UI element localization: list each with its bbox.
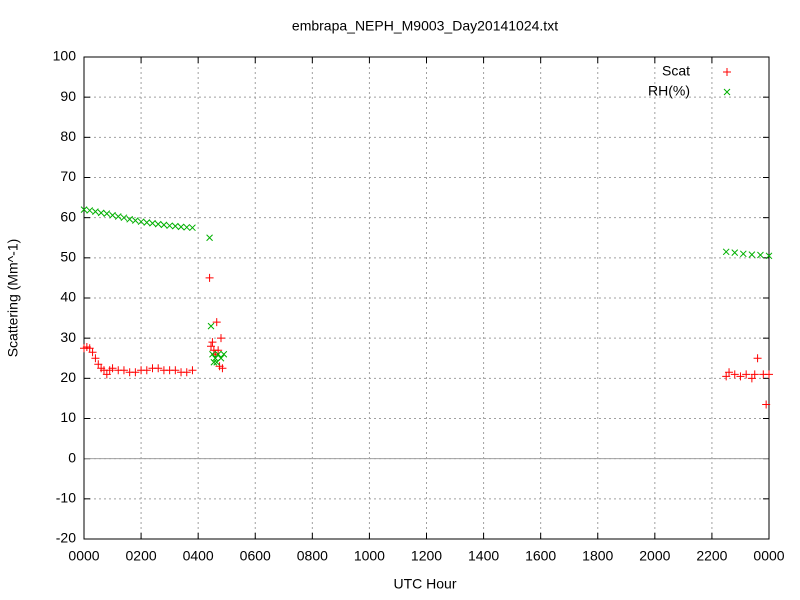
- scatter-point: [182, 368, 191, 377]
- scatter-point: [142, 366, 151, 375]
- x-tick-label: 0000: [68, 548, 99, 564]
- scatter-point: [108, 364, 117, 373]
- scatter-point: [217, 334, 225, 343]
- scatter-point: [757, 251, 764, 259]
- y-tick-label: 0: [68, 449, 76, 465]
- x-tick-label: 2200: [696, 548, 727, 564]
- y-axis-label: Scattering (Mm^-1): [5, 239, 21, 358]
- scatter-point: [177, 223, 185, 231]
- scatter-point: [131, 368, 140, 377]
- y-tick-label: 10: [60, 409, 76, 425]
- scatter-point: [86, 207, 94, 214]
- scatter-point: [88, 348, 97, 357]
- scatter-point: [114, 213, 122, 220]
- scatter-point: [209, 350, 216, 358]
- y-tick-label: 20: [60, 369, 76, 385]
- y-tick-label: 40: [60, 289, 76, 305]
- scatter-point: [206, 234, 213, 242]
- scatter-point: [85, 344, 94, 353]
- scatter-point: [189, 224, 196, 232]
- scatter-point: [765, 252, 773, 260]
- scatter-point: [102, 370, 111, 379]
- scatter-point: [94, 360, 103, 369]
- scatter-point: [739, 250, 747, 258]
- scatter-point: [149, 219, 156, 227]
- scatter-point: [753, 354, 762, 363]
- x-tick-label: 0600: [240, 548, 271, 564]
- scatter-point: [211, 354, 219, 362]
- y-tick-label: 70: [60, 168, 76, 184]
- scatter-point: [143, 219, 151, 226]
- scatter-point: [120, 214, 128, 222]
- scatter-point: [205, 273, 214, 282]
- legend-label: RH(%): [648, 83, 690, 99]
- y-tick-label: 30: [60, 329, 76, 345]
- y-tick-label: 100: [53, 48, 77, 64]
- scatter-point: [750, 370, 759, 379]
- x-axis-label: UTC Hour: [393, 576, 456, 592]
- scatter-point: [214, 346, 223, 355]
- scatter-point: [207, 342, 216, 351]
- scatter-point: [748, 251, 756, 258]
- x-tick-label: 1800: [582, 548, 613, 564]
- scatter-point: [725, 368, 734, 377]
- scatter-point: [126, 215, 134, 223]
- scatter-point: [166, 222, 173, 230]
- scatter-point: [210, 358, 218, 366]
- scatter-point: [154, 364, 163, 373]
- y-tick-label: -10: [56, 490, 76, 506]
- scatter-point: [119, 366, 128, 375]
- scatter-point: [109, 211, 116, 219]
- plot-border: [83, 56, 770, 540]
- scatter-point: [183, 223, 191, 231]
- x-tick-label: 1000: [354, 548, 385, 564]
- x-tick-label: 1600: [525, 548, 556, 564]
- scatter-point: [91, 354, 100, 363]
- x-tick-label: 0800: [297, 548, 328, 564]
- chart-title: embrapa_NEPH_M9003_Day20141024.txt: [292, 18, 558, 34]
- scatter-point: [218, 364, 227, 373]
- y-tick-label: 60: [60, 208, 76, 224]
- scatter-point: [220, 350, 228, 358]
- scatter-point: [730, 370, 739, 379]
- x-tick-label: 1400: [468, 548, 499, 564]
- y-tick-label: -20: [56, 530, 76, 546]
- scatter-point: [97, 209, 105, 217]
- y-tick-label: 90: [60, 88, 76, 104]
- y-tick-label: 80: [60, 128, 76, 144]
- scatter-point: [80, 206, 88, 213]
- legend-label: Scat: [662, 63, 690, 79]
- x-tick-label: 1200: [411, 548, 442, 564]
- scatter-point: [736, 372, 745, 381]
- y-tick-label: 50: [60, 249, 76, 265]
- scatter-point: [208, 338, 217, 347]
- scatter-point: [214, 350, 222, 358]
- x-tick-label: 2000: [639, 548, 670, 564]
- x-tick-label: 0000: [753, 548, 784, 564]
- legend-marker: [723, 88, 731, 96]
- x-tick-label: 0400: [183, 548, 214, 564]
- scatter-point: [722, 248, 730, 256]
- scatter-point: [92, 208, 99, 215]
- scatter-point: [188, 366, 197, 375]
- scatter-point: [103, 210, 111, 218]
- scatter-point: [207, 322, 215, 330]
- legend-marker: [723, 68, 731, 76]
- scatter-point: [747, 374, 756, 383]
- scatter-point: [731, 249, 739, 256]
- scatter-point: [160, 221, 168, 229]
- scatter-point: [765, 370, 773, 379]
- scatter-point: [154, 220, 162, 228]
- x-tick-label: 0200: [126, 548, 157, 564]
- scatter-point: [212, 318, 221, 327]
- scatter-point: [132, 217, 139, 224]
- scatter-point: [171, 222, 179, 230]
- scatter-point: [722, 372, 731, 381]
- scatter-point: [742, 370, 751, 379]
- scatter-point: [217, 354, 225, 362]
- scatter-point: [762, 400, 771, 409]
- scatter-point: [171, 366, 180, 375]
- scatter-point: [137, 218, 145, 226]
